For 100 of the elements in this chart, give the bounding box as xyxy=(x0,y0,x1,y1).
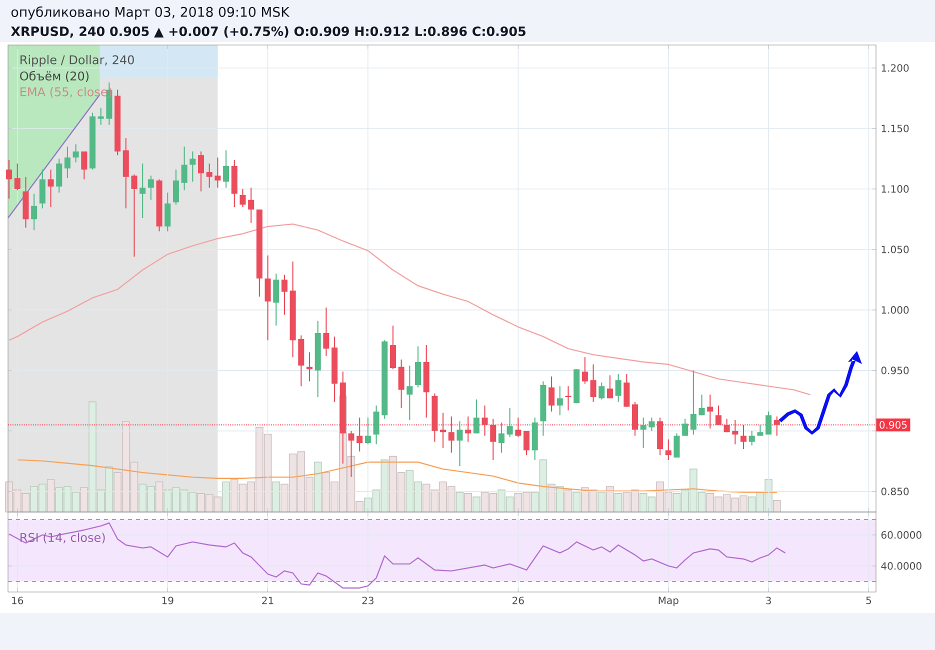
candlestick xyxy=(406,365,413,421)
candlestick xyxy=(766,411,772,436)
candlestick xyxy=(131,174,138,258)
candlestick xyxy=(640,417,646,448)
candlestick xyxy=(482,404,488,436)
bar xyxy=(772,500,781,512)
candlestick xyxy=(648,417,655,432)
candlestick xyxy=(606,374,613,399)
y-tick-label: 1.100 xyxy=(882,185,909,193)
line-series xyxy=(8,522,786,589)
candlestick xyxy=(665,438,672,461)
candlestick xyxy=(456,420,463,467)
candlestick xyxy=(273,273,280,326)
y-tick-label: 1.000 xyxy=(882,306,909,314)
candlestick xyxy=(98,107,104,126)
candlestick xyxy=(223,150,230,188)
candlestick xyxy=(757,424,764,436)
candlestick xyxy=(198,150,204,192)
candlestick xyxy=(490,418,496,461)
bar xyxy=(614,493,622,512)
candlestick xyxy=(48,169,54,208)
y-tick-label: 1.200 xyxy=(882,64,909,72)
candlestick xyxy=(440,412,446,448)
candlestick xyxy=(707,394,714,430)
candlestick xyxy=(14,163,20,191)
candlestick xyxy=(732,420,738,445)
candlestick xyxy=(164,192,171,232)
y-tick-label: 1.050 xyxy=(882,246,909,254)
y-tick-label: 40.0000 xyxy=(881,562,922,570)
candlestick xyxy=(264,254,271,341)
candlestick xyxy=(6,159,12,200)
candlestick xyxy=(598,382,605,400)
candlestick xyxy=(172,169,179,206)
candlestick xyxy=(615,374,622,402)
bar xyxy=(464,493,472,512)
x-tick-label: 3 xyxy=(766,596,771,604)
candlestick xyxy=(748,430,755,446)
candlestick xyxy=(724,418,730,433)
bar xyxy=(598,492,606,512)
candlestick xyxy=(248,187,254,224)
candlestick xyxy=(774,416,780,436)
x-tick-label: 16 xyxy=(12,596,24,604)
candlestick xyxy=(240,188,246,208)
candlestick xyxy=(72,144,79,163)
bar xyxy=(314,462,322,512)
candlestick xyxy=(682,418,688,436)
bar xyxy=(222,481,230,512)
candlestick xyxy=(323,307,330,356)
text: Объём (20) xyxy=(20,71,89,82)
bar xyxy=(456,492,464,512)
x-tick-label: 23 xyxy=(362,596,374,604)
candlestick xyxy=(31,193,38,231)
candlestick xyxy=(190,150,196,182)
candlestick xyxy=(740,424,747,450)
bar xyxy=(606,486,614,512)
x-tick-label: Мар xyxy=(658,596,678,606)
x-tick-label: 26 xyxy=(512,596,524,604)
bar xyxy=(272,481,280,512)
candlestick xyxy=(674,432,680,458)
candlestick xyxy=(524,430,530,456)
candlestick xyxy=(364,417,371,445)
candlestick xyxy=(373,404,380,445)
candlestick xyxy=(715,404,722,426)
ref-line-label: 0.905 xyxy=(880,421,907,429)
candlestick xyxy=(81,150,88,180)
candlestick xyxy=(498,422,504,454)
candlestick xyxy=(698,394,705,416)
candlestick xyxy=(690,370,696,436)
candlestick xyxy=(140,163,146,219)
y-tick-label: 60.0000 xyxy=(881,531,922,539)
bar xyxy=(556,486,564,512)
candlestick xyxy=(64,146,70,179)
candlestick xyxy=(548,376,555,412)
candlestick xyxy=(206,163,212,188)
y-tick-label: 0.950 xyxy=(881,366,909,374)
candlestick xyxy=(473,398,480,434)
candlestick xyxy=(281,274,288,316)
y-tick-label: 1.150 xyxy=(882,124,909,132)
x-tick-label: 21 xyxy=(262,596,274,604)
candlestick xyxy=(56,158,62,194)
candlestick xyxy=(356,417,363,452)
y-tick-label: 0.850 xyxy=(881,488,909,496)
x-tick-label: 5 xyxy=(866,596,871,604)
annotation: Ripple / Dollar, 240 xyxy=(20,55,134,67)
candlestick xyxy=(148,175,154,200)
bar xyxy=(472,496,480,512)
candlestick xyxy=(214,156,221,188)
candlestick xyxy=(415,346,422,388)
candlestick xyxy=(556,386,563,416)
candlestick xyxy=(448,416,454,454)
bar xyxy=(548,484,556,512)
chart-title: опубликовано Март 03, 2018 09:10 MSK xyxy=(11,6,290,20)
candlestick xyxy=(390,325,396,370)
candlestick xyxy=(398,359,404,408)
x-tick-label: 19 xyxy=(162,596,174,604)
candlestick xyxy=(582,356,588,384)
candlestick xyxy=(590,364,596,402)
candlestick xyxy=(465,416,472,442)
candlestick xyxy=(515,417,522,438)
candlestick xyxy=(181,146,188,191)
